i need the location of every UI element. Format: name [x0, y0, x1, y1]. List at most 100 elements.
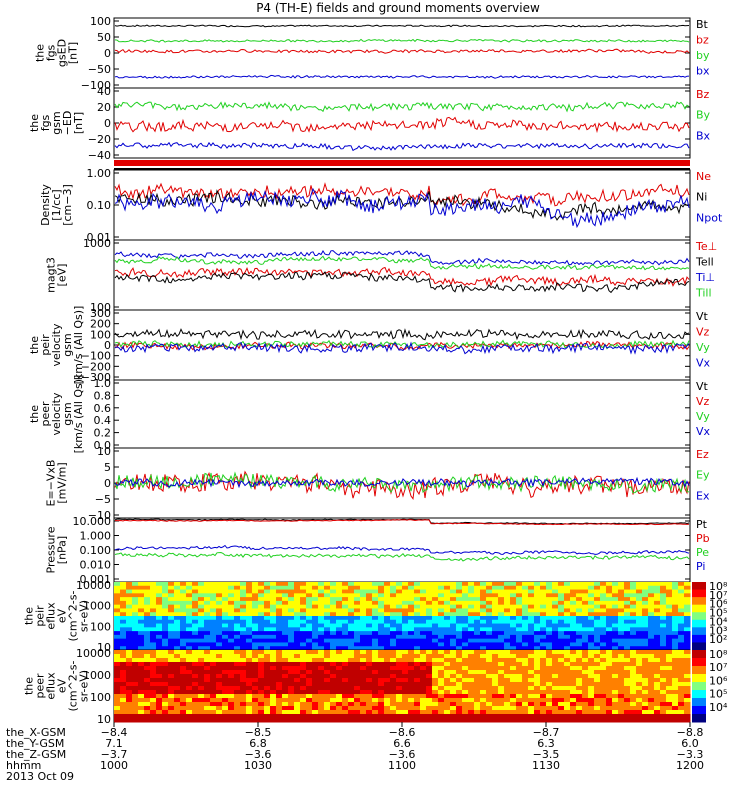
heatmap-cell [396, 604, 403, 609]
heatmap-cell [120, 710, 127, 715]
heatmap-cell [480, 600, 487, 606]
heatmap-cell [282, 593, 289, 598]
heatmap-cell [546, 619, 553, 625]
heatmap-cell [270, 593, 277, 598]
heatmap-cell [534, 619, 541, 625]
heatmap-cell [258, 706, 265, 711]
heatmap-cell [330, 608, 337, 613]
heatmap-cell [558, 702, 565, 707]
legend-By: By [696, 109, 711, 122]
heatmap-cell [210, 627, 217, 632]
heatmap-cell [432, 706, 439, 711]
heatmap-cell [600, 702, 607, 707]
heatmap-cell [126, 597, 133, 602]
heatmap-cell [168, 682, 175, 687]
heatmap-cell [360, 690, 367, 695]
heatmap-cell [114, 582, 121, 587]
legend-Vz: Vz [696, 395, 710, 408]
heatmap-cell [564, 670, 571, 675]
heatmap-cell [312, 670, 319, 675]
heatmap-cell [354, 662, 361, 667]
heatmap-cell [648, 686, 655, 691]
heatmap-cell [516, 600, 523, 606]
heatmap-cell [192, 585, 199, 591]
heatmap-cell [330, 585, 337, 591]
heatmap-cell [570, 702, 577, 707]
heatmap-cell [336, 718, 343, 723]
heatmap-cell [156, 585, 163, 591]
heatmap-cell [222, 631, 229, 636]
x-value: −8.8 [677, 726, 704, 739]
heatmap-cell [336, 597, 343, 602]
heatmap-cell [162, 674, 169, 679]
heatmap-cell [138, 619, 145, 625]
heatmap-cell [186, 642, 193, 647]
heatmap-cell [606, 654, 613, 659]
heatmap-cell [126, 666, 133, 671]
heatmap-cell [336, 631, 343, 636]
heatmap-cell [474, 638, 481, 643]
heatmap-cell [162, 604, 169, 609]
heatmap-cell [528, 619, 535, 625]
heatmap-cell [468, 604, 475, 609]
heatmap-cell [444, 612, 451, 617]
heatmap-cell [180, 662, 187, 667]
heatmap-cell [336, 686, 343, 691]
heatmap-cell [678, 597, 685, 602]
heatmap-cell [642, 638, 649, 643]
heatmap-cell [438, 585, 445, 591]
heatmap-cell [288, 593, 295, 598]
heatmap-cell [522, 585, 529, 591]
heatmap-cell [522, 616, 529, 621]
heatmap-cell [312, 634, 319, 640]
heatmap-cell [144, 666, 151, 671]
heatmap-cell [330, 686, 337, 691]
heatmap-cell [624, 658, 631, 663]
heatmap-cell [558, 582, 565, 587]
heatmap-cell [366, 608, 373, 613]
heatmap-cell [468, 690, 475, 695]
heatmap-cell [426, 662, 433, 667]
heatmap-cell [618, 623, 625, 628]
heatmap-cell [480, 686, 487, 691]
heatmap-cell [444, 585, 451, 591]
series-bx [114, 74, 690, 79]
heatmap-cell [624, 690, 631, 695]
heatmap-cell [510, 714, 517, 719]
heatmap-cell [156, 670, 163, 675]
heatmap-cell [588, 658, 595, 663]
heatmap-cell [570, 608, 577, 613]
heatmap-cell [318, 674, 325, 679]
heatmap-cell [660, 604, 667, 609]
heatmap-cell [186, 619, 193, 625]
heatmap-cell [498, 604, 505, 609]
heatmap-cell [462, 690, 469, 695]
colorbar-label: 10³ [709, 624, 727, 637]
heatmap-cell [342, 690, 349, 695]
heatmap-cell [564, 666, 571, 671]
heatmap-cell [636, 670, 643, 675]
heatmap-cell [570, 666, 577, 671]
heatmap-cell [228, 702, 235, 707]
heatmap-cell [672, 634, 679, 640]
heatmap-cell [300, 686, 307, 691]
heatmap-cell [198, 718, 205, 723]
heatmap-cell [444, 631, 451, 636]
heatmap-cell [504, 682, 511, 687]
heatmap-cell [402, 718, 409, 723]
heatmap-cell [408, 608, 415, 613]
heatmap-cell [402, 608, 409, 613]
heatmap-cell [240, 634, 247, 640]
heatmap-cell [150, 678, 157, 683]
heatmap-cell [348, 682, 355, 687]
heatmap-cell [300, 662, 307, 667]
heatmap-cell [204, 589, 211, 594]
heatmap-cell [480, 589, 487, 594]
heatmap-cell [162, 658, 169, 663]
heatmap-cell [354, 616, 361, 621]
heatmap-cell [384, 616, 391, 621]
heatmap-cell [516, 593, 523, 598]
heatmap-cell [216, 650, 223, 655]
heatmap-cell [408, 698, 415, 703]
heatmap-cell [234, 646, 241, 651]
